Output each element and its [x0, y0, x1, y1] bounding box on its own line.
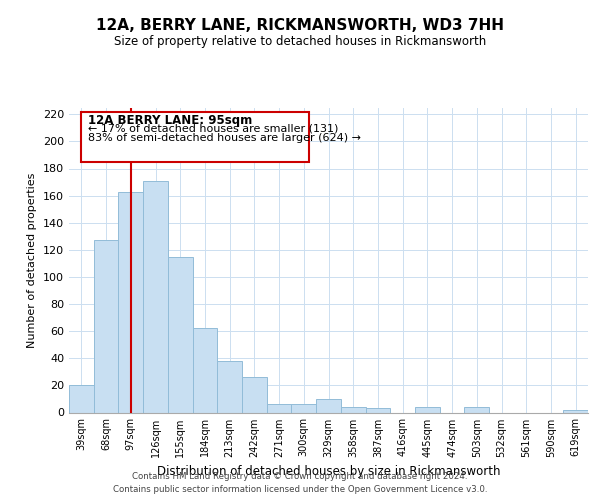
Bar: [365, 408, 390, 412]
Text: 83% of semi-detached houses are larger (624) →: 83% of semi-detached houses are larger (…: [88, 134, 361, 143]
Bar: [242, 378, 267, 412]
Bar: [143, 180, 168, 412]
Bar: [267, 404, 292, 412]
Bar: [217, 361, 242, 412]
Bar: [94, 240, 118, 412]
Text: Contains public sector information licensed under the Open Government Licence v3: Contains public sector information licen…: [113, 485, 487, 494]
Bar: [292, 404, 316, 412]
Bar: [168, 256, 193, 412]
Bar: [69, 386, 94, 412]
Bar: [316, 399, 341, 412]
FancyBboxPatch shape: [82, 112, 309, 162]
Bar: [118, 192, 143, 412]
Bar: [341, 407, 365, 412]
Text: 12A, BERRY LANE, RICKMANSWORTH, WD3 7HH: 12A, BERRY LANE, RICKMANSWORTH, WD3 7HH: [96, 18, 504, 32]
Bar: [193, 328, 217, 412]
Y-axis label: Number of detached properties: Number of detached properties: [28, 172, 37, 348]
X-axis label: Distribution of detached houses by size in Rickmansworth: Distribution of detached houses by size …: [157, 465, 500, 478]
Bar: [563, 410, 588, 412]
Text: Size of property relative to detached houses in Rickmansworth: Size of property relative to detached ho…: [114, 35, 486, 48]
Text: ← 17% of detached houses are smaller (131): ← 17% of detached houses are smaller (13…: [88, 124, 338, 134]
Text: Contains HM Land Registry data © Crown copyright and database right 2024.: Contains HM Land Registry data © Crown c…: [132, 472, 468, 481]
Text: 12A BERRY LANE: 95sqm: 12A BERRY LANE: 95sqm: [88, 114, 252, 128]
Bar: [464, 407, 489, 412]
Bar: [415, 407, 440, 412]
